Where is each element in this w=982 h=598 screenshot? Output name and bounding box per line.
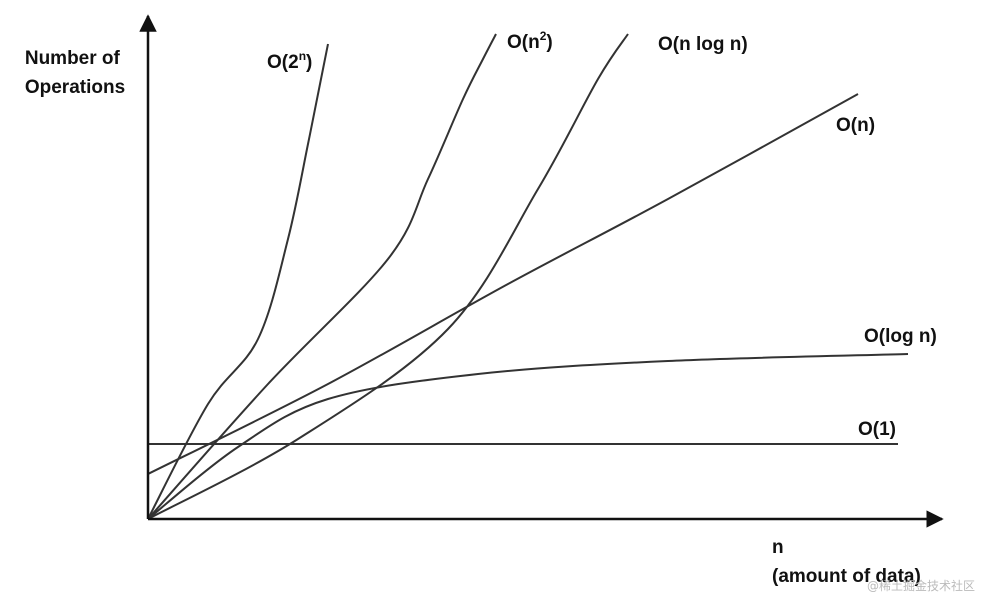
series-label-o-1: O(1) [858, 419, 896, 440]
series-layer [147, 33, 909, 520]
series-label-layer: O(2n) O(n2) O(n log n) O(n) O(log n) O(1) [267, 29, 937, 440]
series-line-o-n [147, 33, 497, 520]
series-line-o-log-n [147, 353, 909, 520]
series-label-o-log-n: O(log n) [864, 326, 937, 347]
y-axis-label: Number of Operations [25, 48, 125, 98]
watermark: @稀土掘金技术社区 [867, 578, 975, 593]
y-axis-label-line-1: Number of [25, 48, 121, 69]
x-axis-label-line-1: n [772, 537, 784, 558]
series-label-o-n: O(n2) [507, 29, 553, 53]
series-line-o-n [147, 93, 859, 475]
series-label-o-n-log-n: O(n log n) [658, 34, 748, 55]
x-axis-label: n (amount of data) [772, 537, 921, 587]
x-axis-label-line-2: (amount of data) [772, 566, 921, 587]
y-axis-label-line-2: Operations [25, 77, 125, 98]
series-line-o-n-log-n [147, 33, 629, 520]
series-label-o-n: O(n) [836, 115, 875, 136]
series-line-o-2 [147, 43, 329, 520]
series-label-o-2: O(2n) [267, 49, 312, 73]
